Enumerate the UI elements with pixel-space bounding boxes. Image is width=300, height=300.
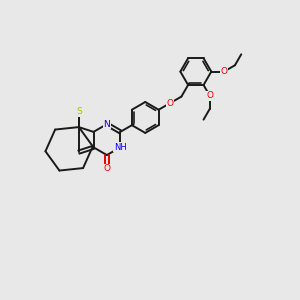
Text: O: O xyxy=(220,67,227,76)
Text: S: S xyxy=(76,107,82,116)
Text: O: O xyxy=(167,99,173,108)
Text: O: O xyxy=(103,164,110,173)
Text: NH: NH xyxy=(114,143,127,152)
Text: O: O xyxy=(206,92,213,100)
Text: N: N xyxy=(103,120,110,129)
